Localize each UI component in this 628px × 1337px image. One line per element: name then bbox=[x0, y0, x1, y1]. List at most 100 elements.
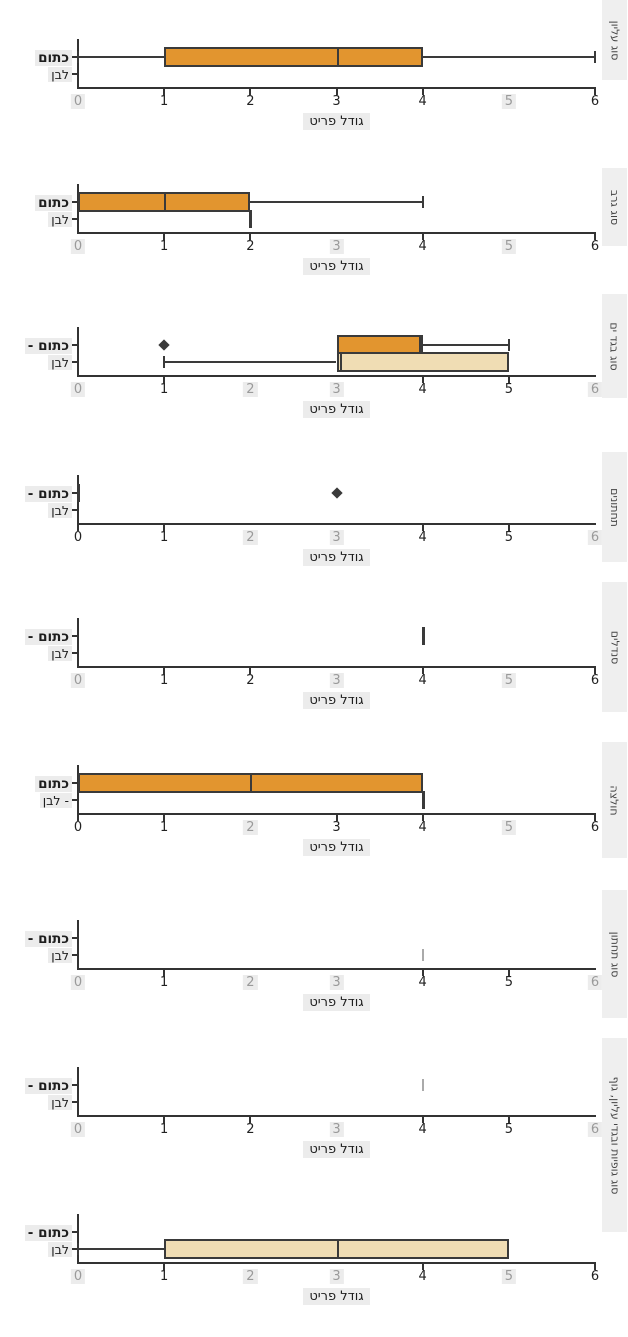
x-tick-label: 2 bbox=[243, 382, 258, 397]
y-category-label: לבן bbox=[6, 1240, 72, 1258]
y-tick-mark bbox=[71, 361, 77, 363]
x-tick-mark bbox=[594, 815, 596, 821]
x-tick-label: 1 bbox=[160, 820, 169, 835]
right-subplot-label-text: סוג גופיות ובגדי עליון, גוף bbox=[608, 1076, 622, 1194]
y-category-label: לבן bbox=[6, 353, 72, 371]
y-category-label-text: - כתום bbox=[24, 1225, 72, 1241]
x-axis-label: גודל פריט bbox=[78, 546, 595, 566]
x-tick-label: 4 bbox=[418, 382, 427, 397]
x-tick-mark bbox=[421, 668, 424, 674]
median-line bbox=[336, 48, 339, 66]
x-tick-mark bbox=[163, 377, 166, 383]
x-tick-label: 2 bbox=[243, 975, 258, 990]
x-tick-mark bbox=[507, 970, 510, 976]
x-tick-mark bbox=[421, 970, 424, 976]
x-tick-label: 4 bbox=[418, 1269, 427, 1284]
right-subplot-label-text: חולצה bbox=[608, 784, 621, 816]
degenerate-box-tick bbox=[421, 791, 425, 809]
x-tick-label: 4 bbox=[418, 975, 427, 990]
x-axis-label: גודל פריט bbox=[78, 110, 595, 130]
y-axis-line bbox=[77, 618, 79, 666]
x-axis-line bbox=[77, 232, 596, 234]
whisker-line bbox=[250, 201, 423, 203]
x-tick-label: 4 bbox=[418, 673, 427, 688]
y-category-label-text: - כתום bbox=[24, 629, 72, 645]
degenerate-box-tick bbox=[421, 1079, 424, 1091]
x-tick-label: 0 bbox=[70, 975, 86, 990]
x-tick-label: 6 bbox=[590, 673, 600, 688]
x-tick-label: 6 bbox=[590, 239, 600, 254]
right-subplot-label: סנדלים bbox=[602, 582, 627, 712]
y-category-label: לבן bbox=[6, 501, 72, 519]
right-subplot-label: חולצה bbox=[602, 742, 627, 858]
y-tick-mark bbox=[71, 201, 77, 203]
median-line bbox=[336, 1240, 339, 1258]
x-tick-mark bbox=[163, 89, 166, 95]
x-tick-mark bbox=[507, 1117, 510, 1123]
x-tick-mark bbox=[77, 525, 79, 531]
y-category-label-text: לבן bbox=[48, 646, 72, 661]
y-tick-mark bbox=[71, 799, 77, 801]
x-tick-label: 1 bbox=[160, 530, 169, 545]
x-tick-label: 6 bbox=[587, 530, 603, 545]
x-tick-label: 5 bbox=[504, 382, 513, 397]
x-tick-label: 4 bbox=[418, 239, 427, 254]
right-subplot-label-text: סוג גרב bbox=[608, 189, 621, 225]
x-tick-label: 3 bbox=[329, 382, 344, 397]
x-tick-label: 5 bbox=[501, 239, 516, 254]
right-subplot-label: סוג בגד ים bbox=[602, 294, 627, 398]
y-axis-line bbox=[77, 327, 79, 375]
x-tick-mark bbox=[163, 668, 166, 674]
x-tick-label: 5 bbox=[501, 94, 516, 109]
x-tick-label: 2 bbox=[243, 1269, 258, 1284]
right-subplot-label-text: סוג עליון bbox=[608, 20, 622, 60]
x-axis-label: גודל פריט bbox=[78, 1285, 595, 1305]
y-category-label-text: כתום bbox=[35, 195, 72, 211]
x-tick-mark bbox=[594, 89, 596, 95]
x-axis-label-text: גודל פריט bbox=[303, 1288, 370, 1305]
y-category-label: לבן - bbox=[6, 791, 72, 809]
x-tick-mark bbox=[163, 1264, 166, 1270]
x-tick-mark bbox=[421, 525, 424, 531]
whisker-cap bbox=[507, 339, 510, 351]
x-tick-label: 2 bbox=[243, 820, 258, 835]
x-tick-label: 1 bbox=[160, 1269, 169, 1284]
right-subplot-label-text: סוג בגד ים bbox=[608, 321, 622, 371]
median-line bbox=[164, 193, 167, 211]
y-category-label-text: לבן bbox=[48, 67, 72, 82]
x-tick-label: 0 bbox=[73, 530, 83, 545]
x-tick-mark bbox=[421, 1117, 424, 1123]
y-axis-line bbox=[77, 1214, 79, 1262]
x-axis-label-text: גודל פריט bbox=[303, 839, 370, 856]
x-axis-label: גודל פריט bbox=[78, 255, 595, 275]
whisker-cap bbox=[77, 51, 79, 63]
y-category-label: כתום bbox=[6, 48, 72, 67]
y-category-label-text: כתום bbox=[35, 50, 72, 66]
x-tick-label: 5 bbox=[501, 1269, 516, 1284]
x-axis-label-text: גודל פריט bbox=[303, 401, 370, 418]
y-category-label-text: לבן bbox=[48, 1095, 72, 1110]
x-tick-mark bbox=[507, 525, 510, 531]
y-category-label-text: לבן bbox=[48, 503, 72, 518]
x-tick-mark bbox=[249, 1117, 252, 1123]
whisker-line bbox=[164, 361, 337, 363]
whisker-cap bbox=[163, 356, 166, 368]
x-tick-label: 1 bbox=[160, 239, 169, 254]
x-axis-label-text: גודל פריט bbox=[303, 994, 370, 1011]
y-category-label: - כתום bbox=[6, 336, 72, 355]
x-tick-mark bbox=[421, 815, 424, 821]
x-tick-label: 5 bbox=[501, 673, 516, 688]
y-axis-line bbox=[77, 39, 79, 87]
x-tick-label: 3 bbox=[329, 1269, 344, 1284]
x-tick-label: 0 bbox=[70, 94, 86, 109]
x-tick-label: 3 bbox=[329, 975, 344, 990]
y-tick-mark bbox=[71, 492, 77, 494]
x-tick-mark bbox=[249, 89, 252, 95]
median-line bbox=[250, 774, 253, 792]
y-category-label-text: לבן - bbox=[39, 793, 72, 808]
x-tick-mark bbox=[335, 815, 338, 821]
y-category-label-text: לבן bbox=[48, 948, 72, 963]
x-tick-label: 3 bbox=[332, 820, 341, 835]
y-category-label-text: - כתום bbox=[24, 1078, 72, 1094]
x-tick-mark bbox=[335, 89, 338, 95]
